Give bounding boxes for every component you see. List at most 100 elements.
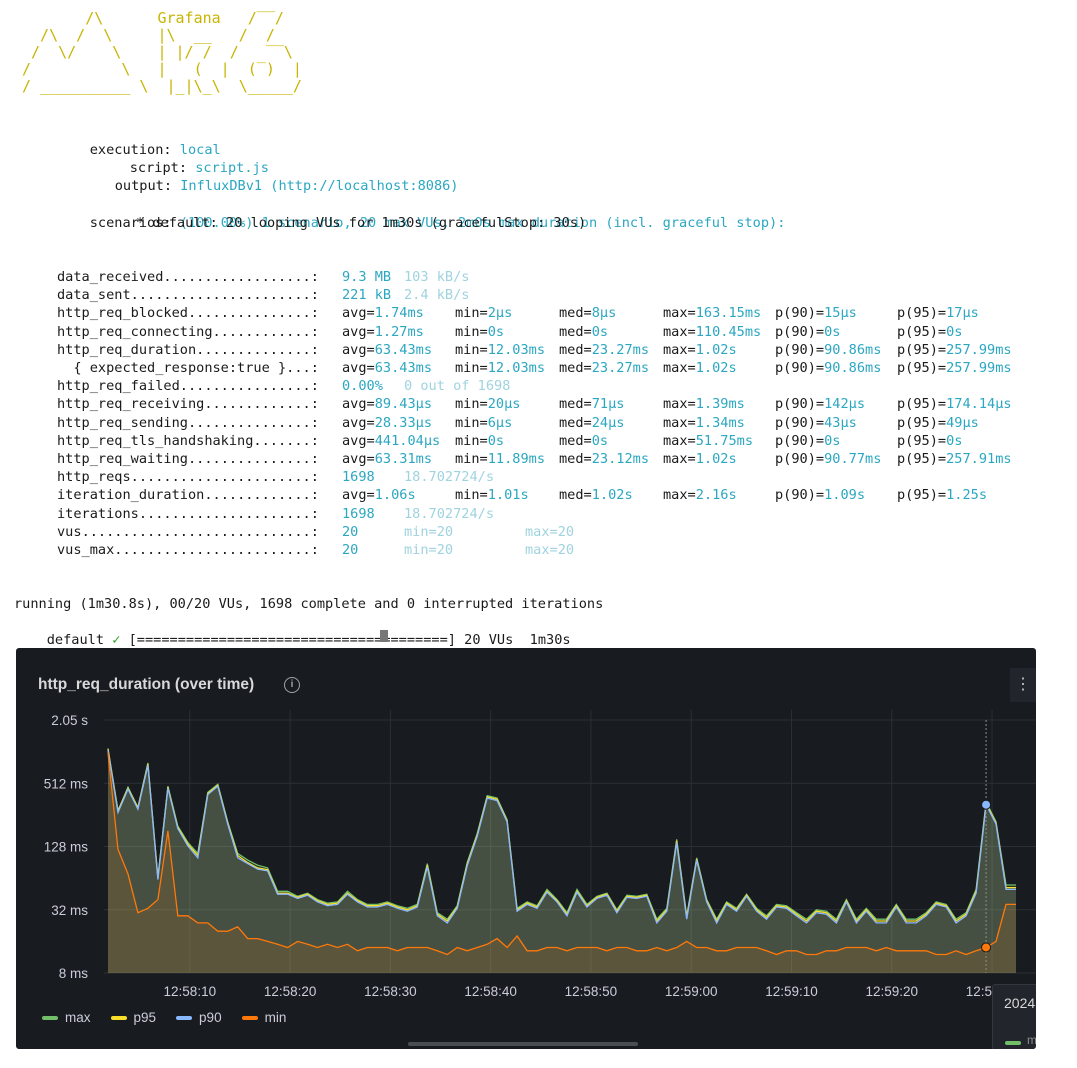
cursor-block xyxy=(380,630,388,642)
meta-key: output: xyxy=(114,178,173,195)
metric-value: 20 xyxy=(342,542,359,558)
metric-value: 0.00% xyxy=(342,378,383,395)
panel-title[interactable]: http_req_duration (over time) xyxy=(38,676,255,693)
legend-label: p90 xyxy=(199,1010,222,1025)
metric-dots: .......: xyxy=(253,432,319,449)
hover-tooltip: 2024 m xyxy=(992,984,1036,1049)
metric-value: 1698 xyxy=(342,505,375,522)
x-tick-label: 12:59:20 xyxy=(865,984,918,999)
metric-row: http_req_tls_handshaking.......: xyxy=(57,432,319,450)
legend-item-min[interactable]: min xyxy=(241,1010,286,1025)
legend-swatch xyxy=(176,1015,193,1020)
metric-value: avg=63.43ms xyxy=(342,360,433,376)
metric-name: http_req_sending xyxy=(57,414,188,431)
series-line-max xyxy=(107,748,1016,921)
metric-value: avg=63.43ms xyxy=(342,341,433,358)
metric-value: max=2.16s xyxy=(663,487,737,504)
metric-name: http_req_blocked xyxy=(57,305,188,322)
x-tick-label: 12:58:30 xyxy=(364,984,417,999)
metric-value: max=1.39ms xyxy=(663,396,745,413)
metric-dots: ......................: xyxy=(130,287,319,304)
metric-value: p(95)=257.91ms xyxy=(897,451,1012,467)
metric-value: 221 kB xyxy=(342,287,392,304)
kebab-menu-icon[interactable]: ⋮ xyxy=(1010,668,1036,702)
metric-value: med=1.02s xyxy=(559,487,633,504)
meta-key: script: xyxy=(129,160,188,177)
metric-value: avg=1.74ms xyxy=(342,305,424,322)
x-tick-label: 12:59:00 xyxy=(665,984,718,999)
metric-value: max=1.02s xyxy=(663,451,737,467)
series-area-p90 xyxy=(108,750,1016,973)
chart-legend: max p95 p90 min xyxy=(42,1010,286,1025)
x-tick-label: 12:59:10 xyxy=(765,984,818,999)
metric-row: http_req_waiting...............: xyxy=(57,450,319,468)
metric-value: max=110.45ms xyxy=(663,323,762,340)
meta-script: script: script.js xyxy=(97,141,269,196)
metric-value: 0 out of 1698 xyxy=(404,378,511,395)
meta-key: execution: xyxy=(89,142,172,159)
metric-value: min=0s xyxy=(455,323,505,340)
metric-value: avg=28.33µs xyxy=(342,414,433,431)
metric-row: vus............................: xyxy=(57,523,319,541)
metric-row: http_req_failed................: xyxy=(57,377,319,395)
metric-dots: ...: xyxy=(286,360,319,376)
metric-value: p(95)=0s xyxy=(897,432,963,449)
metric-value: med=23.27ms xyxy=(559,360,650,376)
metric-row: http_req_receiving.............: xyxy=(57,395,319,413)
legend-item-p90[interactable]: p90 xyxy=(176,1010,222,1025)
metric-value: 18.702724/s xyxy=(404,469,495,486)
series-line-p90 xyxy=(107,750,1016,925)
series-area-max xyxy=(108,748,1016,973)
legend-label: p95 xyxy=(133,1010,157,1025)
scenario-default: * default: 20 looping VUs for 1m30s (gra… xyxy=(136,215,587,231)
series-line-min xyxy=(107,752,1016,956)
metric-name: http_req_duration xyxy=(57,341,197,358)
metric-dots: ...............: xyxy=(187,305,319,322)
metric-dots: .............: xyxy=(204,487,319,504)
horizontal-scrollbar[interactable] xyxy=(408,1042,638,1046)
metric-row: http_req_duration..............: xyxy=(57,341,319,359)
metric-value: min=20 xyxy=(404,523,454,540)
hover-point-p90 xyxy=(981,799,992,810)
progress-line: default ✓ [=============================… xyxy=(14,613,571,668)
y-tick-label: 8 ms xyxy=(59,966,89,981)
metric-value: max=163.15ms xyxy=(663,305,762,322)
metric-value: avg=89.43µs xyxy=(342,396,433,413)
metric-name: vus xyxy=(57,523,82,540)
tooltip-time: 2024 xyxy=(1004,995,1036,1011)
metric-name: http_req_waiting xyxy=(57,451,188,467)
metric-name: http_req_tls_handshaking xyxy=(57,432,254,449)
metric-name: http_reqs xyxy=(57,469,131,486)
metric-dots: ..............: xyxy=(196,341,319,358)
y-tick-label: 2.05 s xyxy=(51,713,88,728)
metric-dots: ............: xyxy=(212,323,319,340)
metric-dots: ..................: xyxy=(163,269,319,285)
progress-bar: [======================================] xyxy=(128,632,456,649)
metric-name: iterations xyxy=(57,505,139,522)
metric-name: http_req_receiving xyxy=(57,396,205,413)
legend-item-p95[interactable]: p95 xyxy=(110,1010,157,1025)
metric-value: p(90)=90.77ms xyxy=(775,451,882,467)
metric-dots: ........................: xyxy=(114,542,319,558)
metric-value: max=1.02s xyxy=(663,360,737,376)
metric-value: med=8µs xyxy=(559,305,617,322)
metric-dots: ...............: xyxy=(187,414,319,431)
metric-value: max=51.75ms xyxy=(663,432,754,449)
legend-swatch xyxy=(42,1015,58,1020)
metric-value: med=0s xyxy=(559,432,609,449)
duration-chart[interactable]: 8 ms 32 ms 128 ms 512 ms 2.05 s 12:58:10 12:58… xyxy=(16,648,1036,1049)
metric-dots: ...............: xyxy=(187,451,319,467)
legend-swatch xyxy=(110,1015,127,1020)
metric-value: min=6µs xyxy=(455,414,513,431)
metric-value: avg=1.06s xyxy=(342,487,416,504)
meta-value: local xyxy=(179,142,221,159)
metric-value: min=0s xyxy=(455,432,505,449)
meta-value: script.js xyxy=(195,160,269,177)
progress-suffix: 20 VUs 1m30s xyxy=(464,632,571,649)
x-tick-label: 12:58:50 xyxy=(565,984,618,999)
metric-row: http_req_connecting............: xyxy=(57,323,319,341)
metric-dots: .............: xyxy=(204,396,319,413)
legend-item-max[interactable]: max xyxy=(42,1010,91,1025)
metric-value: min=20µs xyxy=(455,396,521,413)
info-circle-icon[interactable]: i xyxy=(284,677,300,693)
